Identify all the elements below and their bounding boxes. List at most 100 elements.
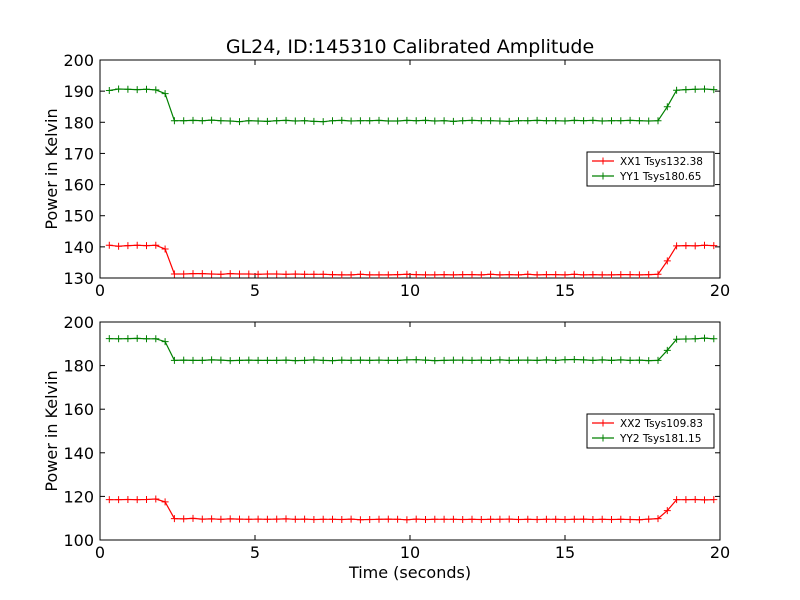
series-point — [682, 335, 690, 343]
series-point — [598, 356, 606, 364]
series-point — [626, 516, 634, 524]
series-point — [422, 271, 429, 279]
series-point — [384, 117, 392, 125]
series-point — [440, 515, 448, 523]
series-point — [524, 270, 532, 278]
series-point — [226, 117, 234, 125]
series-point — [710, 496, 718, 504]
series-point — [226, 357, 234, 365]
series-point — [329, 117, 336, 125]
x-tick-label: 20 — [710, 543, 730, 562]
legend-label: XX2 Tsys109.83 — [620, 418, 703, 430]
series-point — [617, 271, 625, 279]
series-point — [533, 356, 541, 364]
legend-marker — [599, 157, 607, 165]
series-point — [245, 270, 253, 278]
series-point — [198, 515, 206, 523]
series-point — [347, 271, 355, 279]
series-point — [394, 271, 402, 279]
series-point — [254, 270, 262, 278]
series-point — [347, 117, 355, 125]
series-point — [115, 85, 123, 93]
series-point — [459, 117, 467, 125]
series-point — [403, 270, 411, 278]
series-point — [115, 242, 123, 250]
series-point — [254, 117, 262, 125]
legend-box — [586, 413, 715, 449]
series-point — [673, 496, 681, 504]
series-point — [189, 514, 197, 522]
series-point — [180, 515, 188, 523]
series-point — [580, 271, 588, 279]
series-point — [570, 270, 578, 278]
series-point — [561, 271, 569, 279]
y-tick-label: 140 — [63, 444, 94, 463]
series-point — [673, 86, 681, 94]
y-tick-label: 190 — [63, 82, 94, 101]
legend-label: YY2 Tsys181.15 — [619, 433, 701, 445]
y-tick-label: 100 — [63, 531, 94, 550]
series-point — [505, 515, 513, 523]
series-point — [635, 117, 643, 125]
series-point — [273, 515, 281, 523]
series-point — [524, 356, 532, 364]
series-point — [505, 356, 513, 364]
series-point — [301, 356, 309, 364]
series-point — [524, 515, 532, 523]
series-point — [542, 356, 550, 364]
series-point — [254, 356, 262, 364]
series-point — [468, 515, 476, 523]
series-point — [143, 85, 150, 93]
series-point — [356, 516, 364, 524]
series-point — [496, 271, 504, 279]
x-tick-label: 5 — [250, 543, 260, 562]
top-axes: 0 5 10 15 20 130 140 150 160 170 180 190 200 Power in… — [42, 51, 730, 300]
y-tick-label: 140 — [63, 238, 94, 257]
series-point — [217, 117, 225, 125]
series-point — [459, 271, 467, 279]
series-point — [347, 356, 355, 364]
series-point — [236, 356, 243, 364]
y-tick-label: 200 — [63, 51, 94, 70]
series-point — [263, 356, 271, 364]
series-point — [552, 117, 560, 125]
series-point — [515, 117, 522, 125]
series-point — [105, 241, 113, 249]
series-point — [180, 270, 188, 278]
series-point — [198, 270, 206, 278]
series-point — [608, 516, 615, 524]
series-point — [301, 270, 309, 278]
legend-label: XX1 Tsys132.38 — [620, 156, 703, 168]
series-point — [208, 116, 216, 124]
series-point — [338, 116, 346, 124]
series-point — [236, 270, 243, 278]
series-point — [598, 515, 606, 523]
series-point — [412, 271, 420, 279]
series-point — [496, 356, 504, 364]
series-point — [236, 515, 243, 523]
series-point — [645, 357, 653, 365]
series-point — [170, 356, 178, 364]
series-point — [552, 515, 560, 523]
series-point — [124, 335, 132, 343]
series-point — [105, 496, 113, 504]
series-point — [654, 270, 662, 278]
series-point — [617, 515, 625, 523]
series-point — [152, 241, 160, 249]
series-point — [245, 117, 253, 125]
series-point — [412, 356, 420, 364]
series-point — [515, 516, 522, 524]
series-point — [691, 335, 699, 343]
series-point — [468, 356, 476, 364]
x-axis-label: Time (seconds) — [348, 563, 471, 582]
series-point — [161, 245, 169, 253]
y-tick-label: 180 — [63, 113, 94, 132]
series-point — [170, 515, 178, 523]
series-point — [449, 117, 457, 125]
series-point — [152, 86, 160, 94]
series-point — [682, 242, 690, 250]
series-point — [635, 516, 643, 524]
series-point — [542, 271, 550, 279]
series-point — [589, 116, 597, 124]
series-point — [626, 356, 634, 364]
